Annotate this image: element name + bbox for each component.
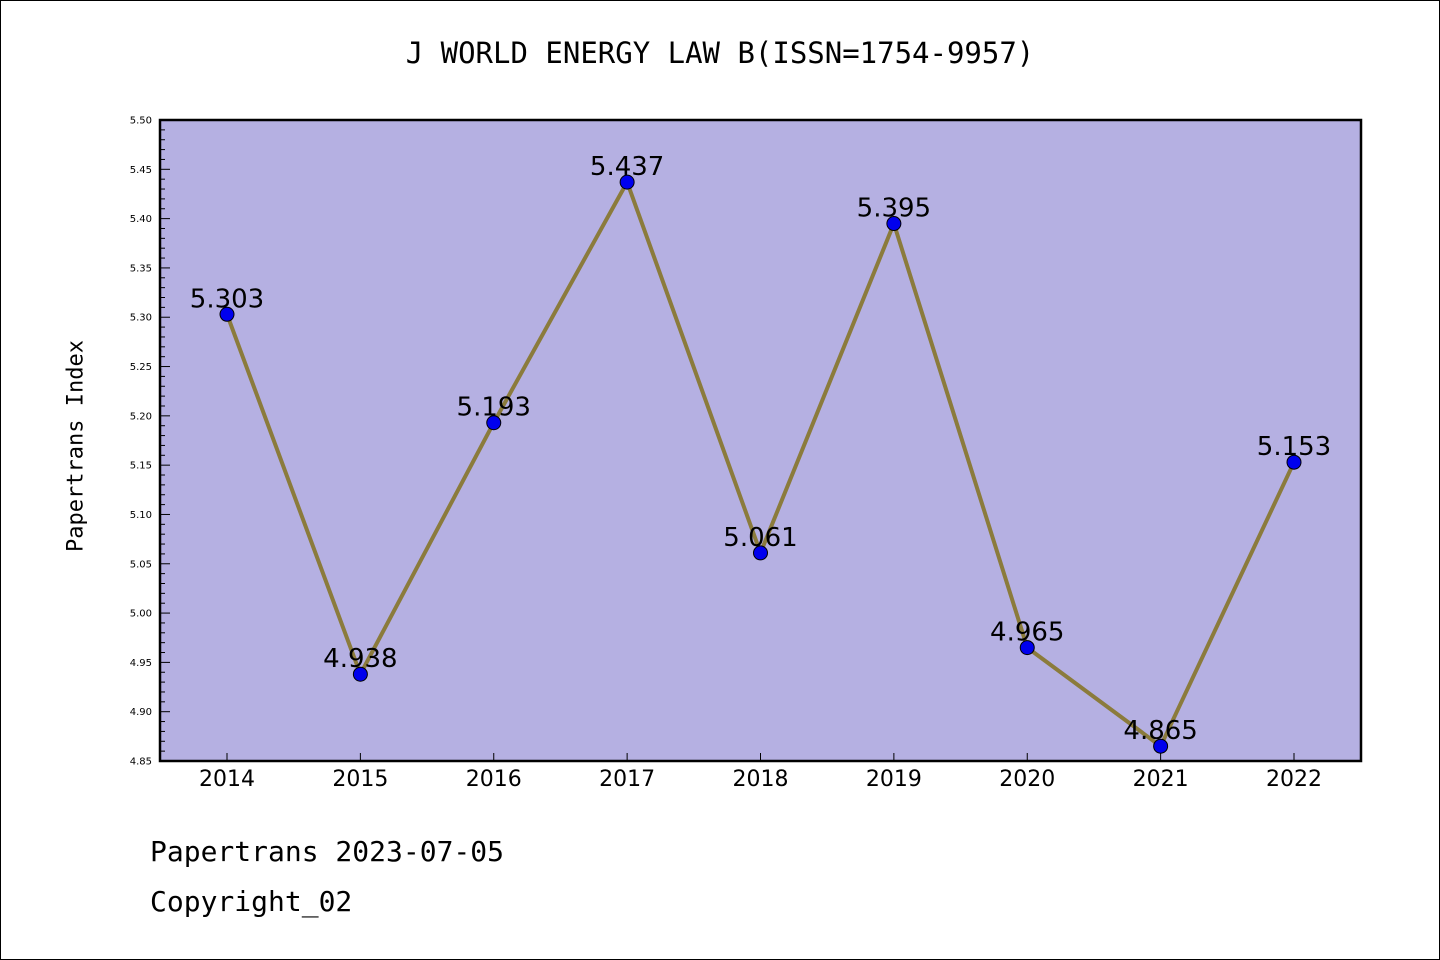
data-point	[1019, 640, 1035, 656]
y-tick-label: 5.25	[130, 362, 152, 373]
data-label: 5.061	[723, 523, 797, 553]
data-point	[352, 666, 368, 682]
x-tick-label: 2022	[1266, 767, 1322, 792]
y-tick-label: 5.30	[130, 313, 152, 324]
y-tick-label: 5.35	[130, 263, 152, 274]
data-label: 4.865	[1123, 716, 1197, 746]
x-tick-label: 2018	[733, 767, 789, 792]
data-point	[486, 415, 502, 431]
data-point	[1286, 454, 1302, 470]
x-tick-label: 2020	[999, 767, 1055, 792]
data-point	[219, 306, 235, 322]
y-tick-label: 4.90	[130, 707, 152, 718]
data-label: 4.965	[990, 618, 1064, 648]
data-label: 4.938	[323, 644, 397, 674]
data-point	[753, 545, 768, 561]
data-label: 5.395	[857, 194, 931, 224]
x-tick-label: 2021	[1133, 767, 1189, 792]
data-label: 5.437	[590, 152, 664, 182]
data-label: 5.303	[190, 284, 264, 314]
x-tick-label: 2019	[866, 767, 922, 792]
y-tick-label: 5.00	[130, 609, 152, 620]
footer-copyright: Copyright_02	[150, 885, 353, 918]
data-label: 5.193	[457, 393, 531, 423]
data-point	[1153, 738, 1169, 754]
data-label: 5.153	[1257, 432, 1331, 462]
plot-area	[160, 120, 1361, 761]
x-tick-label: 2017	[599, 767, 655, 792]
x-tick-label: 2014	[199, 767, 255, 792]
x-tick-label: 2016	[466, 767, 522, 792]
y-tick-label: 5.40	[130, 214, 152, 225]
y-tick-label: 4.85	[130, 757, 152, 768]
x-tick-label: 2015	[332, 767, 388, 792]
plot-border	[158, 118, 1363, 763]
footer-source: Papertrans 2023-07-05	[150, 835, 505, 868]
y-tick-label: 5.45	[130, 165, 152, 176]
y-tick-label: 5.05	[130, 559, 152, 570]
chart-title: J WORLD ENERGY LAW B(ISSN=1754-9957)	[405, 36, 1035, 70]
y-tick-label: 5.20	[130, 411, 152, 422]
y-tick-label: 5.15	[130, 461, 152, 472]
data-point	[619, 174, 635, 190]
y-tick-label: 4.95	[130, 658, 152, 669]
y-tick-label: 5.10	[130, 510, 152, 521]
data-point	[886, 216, 902, 232]
y-tick-label: 5.50	[130, 116, 152, 127]
